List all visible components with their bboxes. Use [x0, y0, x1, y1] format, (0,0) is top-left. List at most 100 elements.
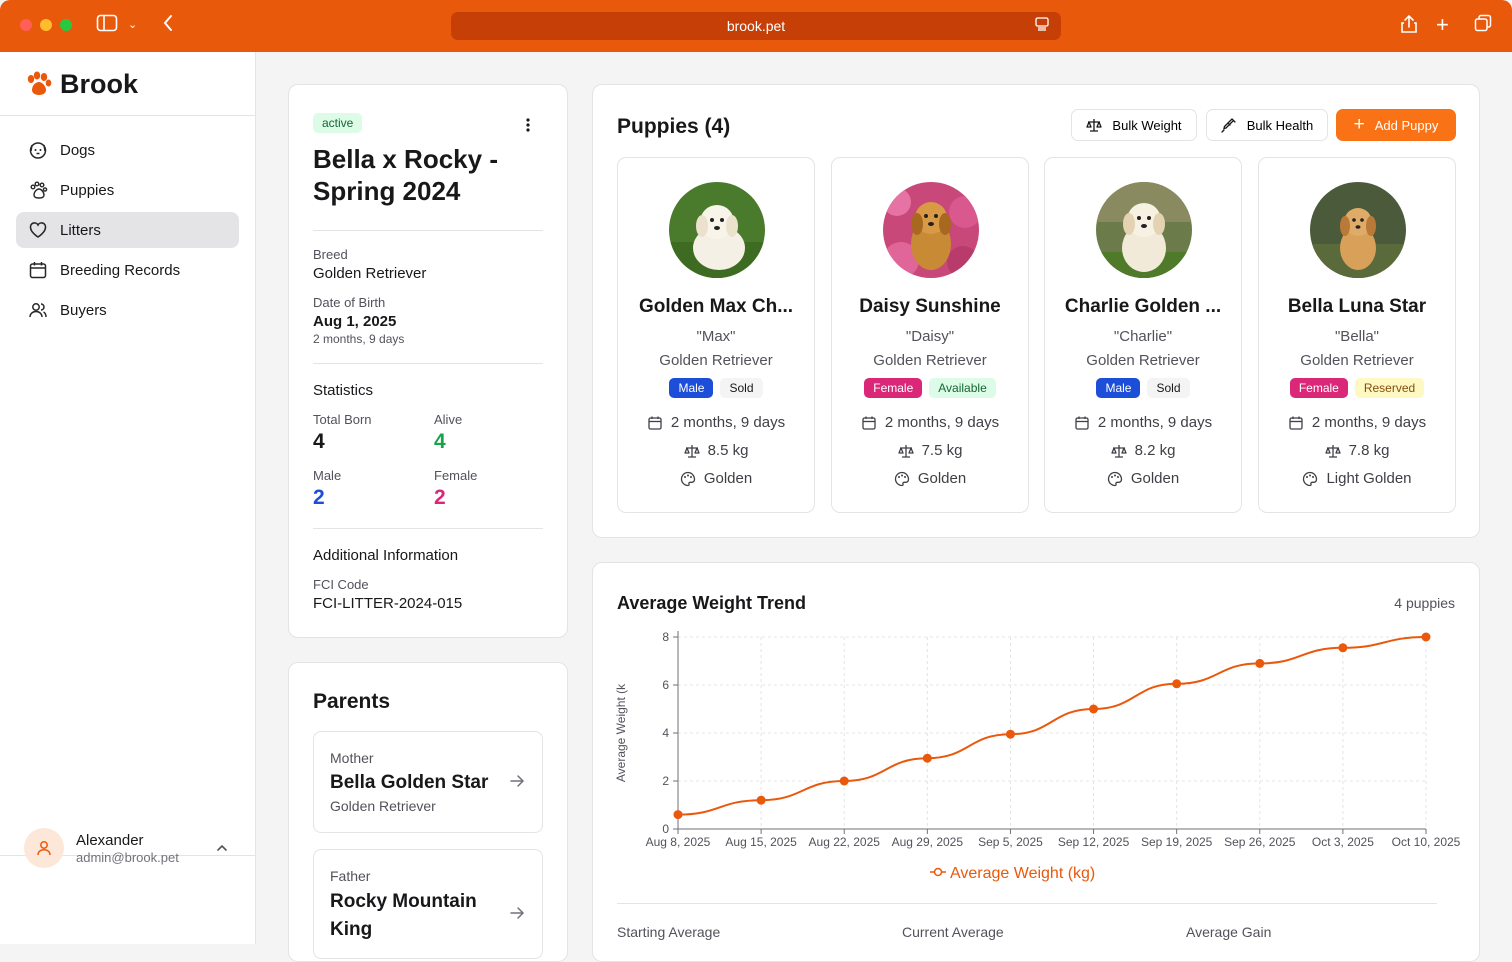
nav-label: Buyers	[60, 301, 107, 319]
nav-item-buyers[interactable]: Buyers	[16, 292, 239, 328]
data-point	[1172, 679, 1182, 689]
puppy-name: Daisy Sunshine	[859, 296, 1001, 317]
share-icon[interactable]	[1400, 14, 1418, 40]
data-point	[673, 810, 683, 820]
bulk-health-button[interactable]: Bulk Health	[1206, 109, 1328, 141]
nav-label: Litters	[60, 221, 101, 239]
puppy-color: Golden	[1130, 470, 1180, 487]
puppy-nickname: "Bella"	[1334, 328, 1379, 345]
puppy-breed: Golden Retriever	[659, 352, 773, 369]
status-badge: Available	[929, 378, 996, 398]
sidebar-toggle-icon[interactable]	[96, 14, 118, 38]
user-avatar[interactable]	[24, 828, 64, 868]
calendar-icon	[29, 262, 47, 279]
puppy-breed: Golden Retriever	[873, 352, 987, 369]
back-icon[interactable]	[162, 14, 174, 38]
scale-icon	[683, 444, 700, 458]
arrow-right-icon	[508, 772, 526, 795]
mother-card[interactable]: Mother Bella Golden Star Golden Retrieve…	[313, 731, 543, 833]
sex-badge: Female	[864, 378, 923, 398]
palette-icon	[1303, 471, 1318, 486]
status-badge: Sold	[720, 378, 763, 398]
more-options-icon[interactable]	[521, 115, 535, 140]
legend-label: Average Weight (kg)	[950, 865, 1095, 882]
total-born-value: 4	[313, 430, 325, 453]
male-label: Male	[313, 468, 342, 483]
main-nav: Dogs Puppies Litters Breeding Records Bu…	[16, 132, 239, 332]
zoom-window-button[interactable]	[60, 19, 72, 31]
brand-name: Brook	[60, 68, 139, 99]
puppy-weight: 8.5 kg	[707, 442, 749, 459]
puppy-card[interactable]: Daisy Sunshine "Daisy" Golden Retriever …	[831, 157, 1029, 513]
add-puppy-button[interactable]: + Add Puppy	[1336, 109, 1456, 141]
brand-logo[interactable]: Brook	[24, 68, 138, 100]
female-label: Female	[434, 468, 478, 483]
x-tick-label: Oct 3, 2025	[1312, 835, 1374, 849]
legend-marker	[933, 867, 943, 877]
palette-icon	[1107, 471, 1122, 486]
chevron-up-icon[interactable]	[214, 840, 230, 861]
puppy-nickname: "Max"	[696, 328, 736, 345]
puppy-color: Golden	[703, 470, 753, 487]
x-tick-label: Aug 8, 2025	[646, 835, 711, 849]
data-point	[1005, 729, 1015, 739]
x-tick-label: Sep 5, 2025	[978, 835, 1043, 849]
puppy-photo	[1096, 182, 1192, 278]
litter-details-card: active Bella x Rocky - Spring 2024 Breed…	[288, 84, 568, 638]
breed-label: Breed	[313, 247, 348, 262]
puppy-card[interactable]: Bella Luna Star "Bella" Golden Retriever…	[1258, 157, 1456, 513]
y-tick-label: 6	[662, 678, 669, 692]
status-badge: Reserved	[1354, 378, 1425, 398]
father-role: Father	[330, 868, 371, 884]
nav-item-breeding-records[interactable]: Breeding Records	[16, 252, 239, 288]
series-line	[677, 636, 1427, 816]
data-point	[922, 753, 932, 763]
puppy-name: Golden Max Ch...	[638, 296, 794, 317]
arrow-right-icon	[508, 904, 526, 927]
users-icon	[29, 303, 47, 318]
data-point	[839, 776, 849, 786]
paw-logo-icon	[27, 71, 52, 95]
parents-heading: Parents	[313, 690, 391, 713]
browser-titlebar: ⌄ brook.pet +	[0, 0, 1512, 52]
chevron-down-icon[interactable]: ⌄	[128, 19, 138, 31]
nav-item-puppies[interactable]: Puppies	[16, 172, 239, 208]
data-point	[756, 795, 766, 805]
y-tick-label: 2	[662, 774, 669, 788]
x-tick-label: Sep 12, 2025	[1058, 835, 1130, 849]
puppy-card[interactable]: Charlie Golden ... "Charlie" Golden Retr…	[1044, 157, 1242, 513]
nav-item-dogs[interactable]: Dogs	[16, 132, 239, 168]
sidebar: Brook Dogs Puppies Litters Breeding Reco…	[0, 52, 256, 944]
minimize-window-button[interactable]	[40, 19, 52, 31]
mother-breed: Golden Retriever	[330, 798, 436, 814]
puppy-photo	[669, 182, 765, 278]
fci-label: FCI Code	[313, 577, 369, 592]
nav-item-litters[interactable]: Litters	[16, 212, 239, 248]
puppy-name: Bella Luna Star	[1287, 296, 1427, 317]
puppy-weight: 7.8 kg	[1348, 442, 1390, 459]
puppy-name: Charlie Golden ...	[1064, 296, 1222, 317]
divider	[313, 230, 543, 231]
puppy-photo	[1310, 182, 1406, 278]
new-tab-icon[interactable]: +	[1436, 12, 1449, 37]
scale-icon	[897, 444, 914, 458]
average-gain-label: Average Gain	[1186, 924, 1272, 940]
father-card[interactable]: Father Rocky Mountain King	[313, 849, 543, 959]
reader-icon[interactable]	[1035, 12, 1049, 40]
puppies-heading: Puppies (4)	[617, 115, 731, 138]
dob-label: Date of Birth	[313, 295, 386, 310]
alive-label: Alive	[434, 412, 463, 427]
tabs-overview-icon[interactable]	[1474, 14, 1492, 38]
divider	[313, 528, 543, 529]
add-puppy-label: Add Puppy	[1374, 117, 1439, 133]
bulk-weight-button[interactable]: Bulk Weight	[1071, 109, 1197, 141]
close-window-button[interactable]	[20, 19, 32, 31]
calendar-icon	[1289, 416, 1303, 430]
status-badge: Sold	[1147, 378, 1190, 398]
mother-role: Mother	[330, 750, 374, 766]
address-bar[interactable]: brook.pet	[451, 12, 1061, 40]
data-point	[1421, 632, 1431, 642]
sidebar-footer-divider	[0, 855, 256, 856]
weight-trend-chart: 0 2 4 6 8 Aug 8, 2025 Aug 15, 2025 Aug 22, 2025…	[614, 630, 1461, 882]
puppy-card[interactable]: Golden Max Ch... "Max" Golden Retriever …	[617, 157, 815, 513]
